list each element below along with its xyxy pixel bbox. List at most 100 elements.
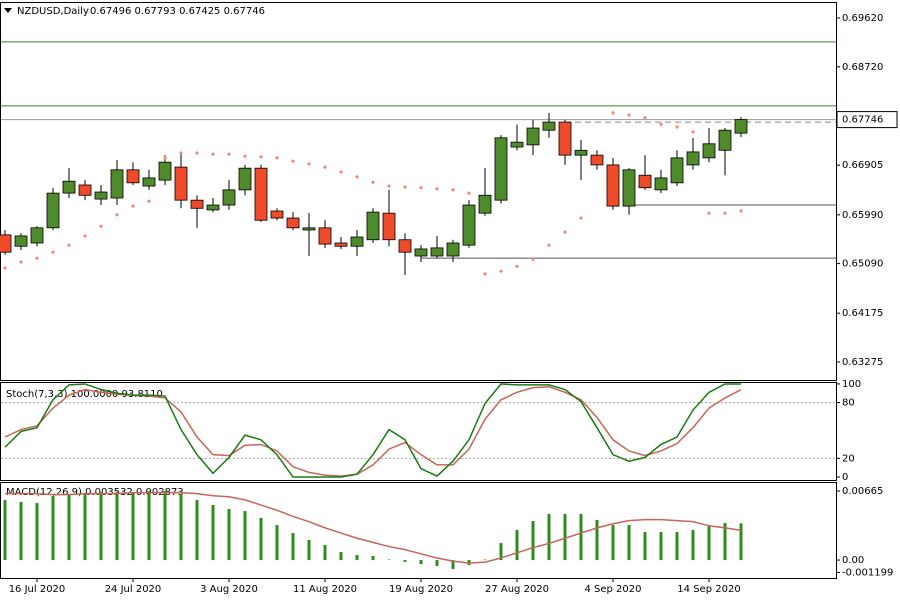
sar-dot [323,165,327,169]
candle-body [446,242,460,257]
y-tick-label: 0.68720 [842,62,883,73]
macd-bar [195,500,199,561]
macd-bar [355,555,359,561]
sar-dot [147,199,151,203]
macd-bar [291,533,295,561]
sar-dot [563,230,567,234]
candle-body [574,149,588,156]
candle-body [142,177,156,187]
sar-dot [67,243,71,247]
macd-bar [163,491,167,561]
macd-title: MACD(12,26,9) 0.003532 0.002873 [6,487,184,498]
macd-bar [659,532,663,561]
macd-bar [691,530,695,561]
macd-bar [227,508,231,561]
sar-dot [659,122,663,126]
candle-body [110,169,124,199]
candle-body [254,167,268,221]
macd-bar [483,559,487,561]
macd-bar [3,500,7,561]
x-tick-label: 3 Aug 2020 [200,584,258,595]
sar-dot [291,159,295,163]
sar-dot [515,264,519,268]
candle-body [670,157,684,184]
macd-bar [51,496,55,561]
macd-bar [499,543,503,561]
sar-dot [707,211,711,215]
macd-bar [211,505,215,561]
x-tick-label: 24 Jul 2020 [105,584,162,595]
sar-dot [339,170,343,174]
sar-dot [51,250,55,254]
macd-bar [419,560,423,565]
candle-body [206,204,220,211]
macd-bar [675,532,679,561]
macd-bar [179,494,183,561]
sar-dot [691,130,695,134]
sar-dot [387,184,391,188]
macd-bar [595,519,599,561]
sar-dot [643,116,647,120]
macd-bar [563,514,567,561]
macd-bar [339,552,343,561]
candle-body [542,121,556,131]
macd-bar [275,525,279,561]
candle-body [126,169,140,184]
macd-bar [259,518,263,561]
y-tick-label: 0.63275 [842,357,883,368]
candle-body [638,174,652,189]
candle-body [14,235,28,247]
candle-body [430,247,444,257]
candle-body [222,189,236,206]
sar-dot [499,269,503,273]
sar-dot [739,209,743,213]
macd-bar [611,525,615,561]
sar-dot [227,152,231,156]
signal-line [5,491,742,564]
x-tick-label: 14 Sep 2020 [677,584,740,595]
y-tick-label: 100 [842,379,861,390]
candle-body [174,166,188,201]
stoch-title: Stoch(7,3,3) 100.0000 93.8110 [6,389,163,400]
sar-dot [179,151,183,155]
sar-dot [611,111,615,115]
candle-body [286,217,300,229]
y-tick-label: 80 [842,398,855,409]
candle-body [158,161,172,181]
sar-dot [419,186,423,190]
sar-dot [115,213,119,217]
chart-title: NZDUSD,Daily [17,6,89,17]
candle-body [702,143,716,159]
sar-dot [371,180,375,184]
x-tick-label: 16 Jul 2020 [9,584,66,595]
candle-body [590,154,604,166]
last-price-box [836,111,898,129]
sar-dot [723,211,727,215]
sar-dot [483,272,487,276]
candle-body [30,227,44,244]
macd-bar [627,525,631,561]
candle-body [78,184,92,196]
macd-bar [547,514,551,561]
macd-bar [323,544,327,561]
macd-bar [307,540,311,561]
candle-body [334,242,348,247]
candle-body [462,204,476,246]
sar-dot [275,156,279,160]
candle-body [302,227,316,231]
macd-bar [723,522,727,561]
candle-body [398,239,412,253]
sar-dot [675,125,679,129]
candle-body [62,180,76,194]
sar-dot [451,188,455,192]
candle-body [510,141,524,148]
ohlc-label: 0.67496 0.67793 0.67425 0.67746 [90,6,265,17]
sar-dot [131,204,135,208]
macd-bar [435,560,439,567]
macd-pane [0,482,837,579]
sar-dot [163,156,167,160]
stoch-line [4,383,741,478]
y-tick-label: 0.69620 [842,13,883,24]
stoch-pane [0,382,837,481]
